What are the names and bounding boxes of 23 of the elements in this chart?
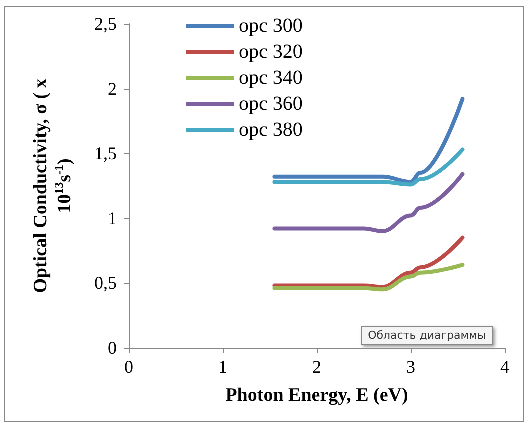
y-tick-label: 2 [108, 78, 117, 99]
legend-label: opc 380 [239, 119, 303, 141]
x-axis-title: Photon Energy, E (eV) [226, 385, 408, 406]
x-tick-label: 2 [312, 357, 322, 377]
y-tick-label: 1,5 [94, 144, 117, 164]
x-tick-label: 1 [218, 357, 228, 377]
y-tick-label: 0 [108, 338, 117, 358]
y-tick-label: 2,5 [94, 14, 117, 34]
x-tick-label: 3 [406, 357, 416, 377]
line-series [272, 97, 465, 184]
legend-label: opc 340 [239, 67, 303, 89]
legend-label: opc 300 [239, 15, 303, 37]
line-series [272, 148, 465, 187]
x-tick-label: 0 [124, 357, 134, 377]
annotation: Область диаграммы [368, 329, 486, 342]
legend-label: opc 320 [239, 41, 303, 63]
y-tick-label: 1 [108, 208, 117, 228]
legend-label: opc 360 [239, 93, 303, 115]
line-series [272, 263, 465, 292]
line-series [272, 236, 465, 290]
line-series [272, 172, 465, 234]
y-tick-label: 0,5 [94, 273, 117, 294]
x-tick-label: 4 [500, 357, 510, 377]
